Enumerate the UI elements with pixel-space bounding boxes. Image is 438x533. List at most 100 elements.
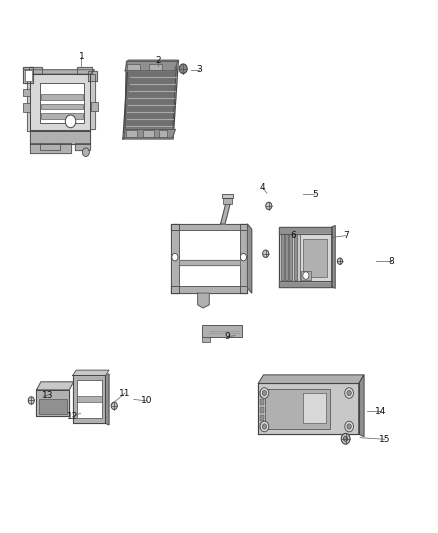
- Polygon shape: [300, 233, 332, 281]
- Polygon shape: [221, 203, 230, 224]
- Bar: [202, 325, 242, 337]
- Polygon shape: [240, 224, 247, 293]
- Polygon shape: [171, 224, 247, 230]
- Polygon shape: [75, 143, 90, 150]
- Circle shape: [345, 421, 353, 432]
- Bar: [281, 234, 284, 280]
- Circle shape: [82, 148, 89, 157]
- Bar: [179, 230, 240, 286]
- Bar: [159, 131, 167, 137]
- Polygon shape: [36, 390, 69, 416]
- Bar: [149, 64, 162, 70]
- Polygon shape: [359, 375, 364, 437]
- Bar: [260, 399, 264, 405]
- Bar: [202, 337, 210, 342]
- Polygon shape: [198, 293, 209, 308]
- Polygon shape: [247, 224, 252, 293]
- Polygon shape: [73, 375, 106, 423]
- Polygon shape: [73, 370, 109, 375]
- Polygon shape: [125, 61, 177, 71]
- Bar: [293, 234, 297, 280]
- Polygon shape: [258, 383, 359, 434]
- Polygon shape: [279, 281, 332, 287]
- Text: 10: 10: [141, 397, 153, 406]
- Circle shape: [303, 272, 309, 279]
- Circle shape: [172, 253, 178, 261]
- Circle shape: [347, 390, 351, 395]
- Polygon shape: [279, 227, 332, 287]
- Bar: [222, 194, 233, 198]
- Circle shape: [347, 424, 351, 429]
- Circle shape: [28, 397, 34, 404]
- Polygon shape: [106, 374, 109, 425]
- Text: 7: 7: [343, 231, 349, 240]
- Bar: [143, 131, 153, 137]
- Polygon shape: [332, 225, 335, 288]
- Bar: [127, 64, 141, 70]
- Bar: [39, 399, 67, 414]
- Circle shape: [262, 390, 267, 395]
- Text: 8: 8: [389, 257, 394, 265]
- Circle shape: [240, 253, 247, 261]
- Polygon shape: [258, 375, 364, 383]
- Text: 2: 2: [155, 56, 161, 65]
- Text: 14: 14: [375, 407, 386, 416]
- Polygon shape: [30, 143, 71, 153]
- Circle shape: [341, 433, 350, 444]
- Bar: [41, 104, 83, 109]
- Bar: [223, 198, 232, 204]
- Polygon shape: [279, 227, 332, 233]
- Bar: [77, 379, 102, 418]
- Polygon shape: [123, 60, 178, 139]
- Bar: [265, 389, 330, 429]
- Text: 15: 15: [379, 435, 391, 444]
- Polygon shape: [23, 67, 33, 83]
- Text: 12: 12: [67, 412, 78, 421]
- Circle shape: [179, 64, 187, 74]
- Bar: [77, 397, 102, 402]
- Bar: [260, 391, 264, 397]
- Circle shape: [337, 258, 343, 264]
- Text: 13: 13: [42, 391, 53, 400]
- Text: 6: 6: [290, 231, 296, 240]
- Bar: [285, 234, 288, 280]
- Polygon shape: [30, 74, 90, 131]
- Bar: [25, 70, 32, 82]
- Text: 5: 5: [312, 190, 318, 199]
- Circle shape: [111, 402, 117, 409]
- Bar: [304, 393, 325, 423]
- Text: 11: 11: [120, 389, 131, 398]
- Polygon shape: [179, 260, 240, 265]
- Polygon shape: [171, 224, 179, 293]
- Polygon shape: [25, 70, 95, 74]
- Circle shape: [65, 115, 76, 128]
- Text: 9: 9: [225, 332, 231, 341]
- Bar: [303, 239, 327, 277]
- Bar: [91, 102, 98, 111]
- Polygon shape: [90, 74, 95, 130]
- Polygon shape: [77, 67, 92, 74]
- Circle shape: [263, 250, 269, 257]
- Polygon shape: [27, 75, 30, 131]
- Bar: [289, 234, 292, 280]
- Polygon shape: [30, 131, 90, 144]
- Circle shape: [262, 424, 267, 429]
- Text: 3: 3: [197, 66, 202, 74]
- Bar: [22, 103, 30, 112]
- Bar: [301, 271, 311, 280]
- Bar: [22, 89, 30, 96]
- Bar: [40, 83, 84, 123]
- Polygon shape: [171, 286, 247, 293]
- Polygon shape: [29, 67, 42, 74]
- Polygon shape: [124, 130, 175, 138]
- Text: 4: 4: [260, 183, 265, 192]
- Polygon shape: [36, 382, 74, 390]
- Polygon shape: [125, 61, 177, 137]
- Text: 1: 1: [78, 52, 85, 61]
- Bar: [127, 131, 138, 137]
- Bar: [260, 423, 264, 429]
- Circle shape: [260, 387, 269, 398]
- Bar: [41, 94, 83, 100]
- Circle shape: [343, 436, 348, 441]
- Circle shape: [266, 202, 272, 209]
